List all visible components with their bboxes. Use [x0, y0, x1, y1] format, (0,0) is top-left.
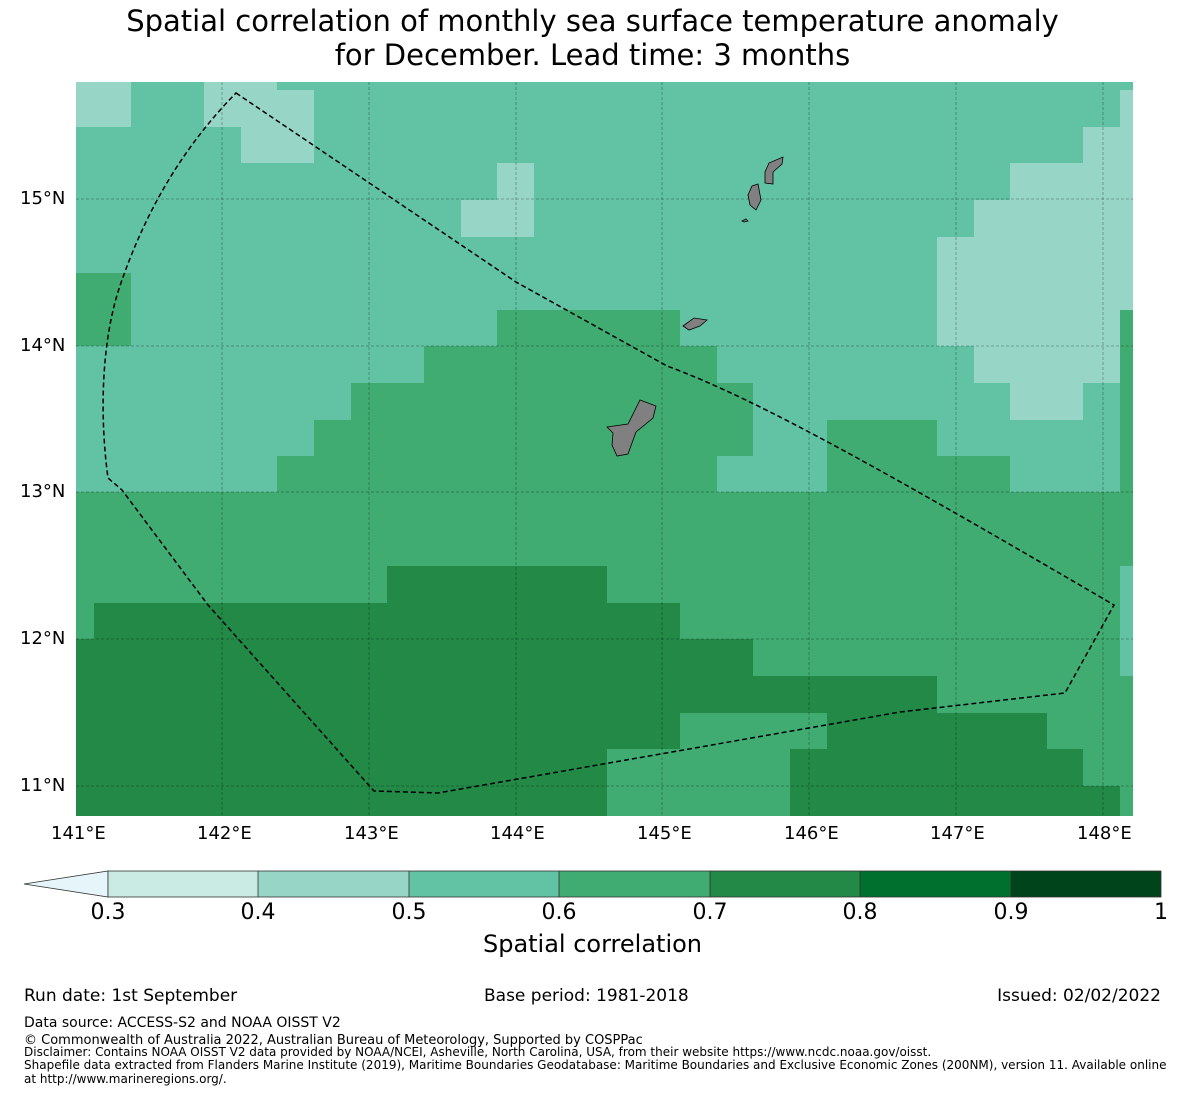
tinian-island — [747, 183, 762, 211]
lat-label-11n: 11°N — [20, 775, 66, 796]
title-line-1: Spatial correlation of monthly sea surfa… — [126, 4, 1059, 38]
map-title: Spatial correlation of monthly sea surfa… — [0, 4, 1185, 72]
lon-label-141e: 141°E — [51, 823, 106, 844]
lon-label-145e: 145°E — [637, 823, 692, 844]
colorbar-tick-0.6: 0.6 — [541, 900, 577, 925]
run-date: Run date: 1st September — [24, 986, 238, 1006]
lat-label-13n: 13°N — [20, 481, 66, 502]
colorbar-tick-0.8: 0.8 — [842, 900, 878, 925]
colorbar-tick-0.5: 0.5 — [391, 900, 427, 925]
colorbar-bin-1 — [108, 871, 258, 897]
colorbar-extend-arrow — [23, 870, 109, 898]
gridlines — [76, 82, 1133, 816]
lon-label-147e: 147°E — [930, 823, 985, 844]
colorbar-tick-0.3: 0.3 — [90, 900, 126, 925]
lat-label-12n: 12°N — [20, 628, 66, 649]
colorbar-bin-3 — [409, 871, 559, 897]
lon-label-143e: 143°E — [344, 823, 399, 844]
lon-label-146e: 146°E — [784, 823, 839, 844]
copyright: © Commonwealth of Australia 2022, Austra… — [24, 1033, 643, 1048]
aguijan-island — [741, 218, 749, 223]
rota-island — [682, 317, 708, 331]
colorbar-label: Spatial correlation — [482, 930, 703, 958]
correlation-field — [76, 82, 1133, 816]
lat-label-14n: 14°N — [20, 335, 66, 356]
guam-island — [606, 399, 657, 457]
colorbar-tick-0.7: 0.7 — [692, 900, 728, 925]
colorbar-bin-7 — [1011, 871, 1161, 897]
islands — [606, 156, 784, 457]
title-line-2: for December. Lead time: 3 months — [334, 38, 851, 72]
shapefile-credit-url: at http://www.marineregions.org/. — [24, 1072, 227, 1086]
lat-label-15n: 15°N — [20, 188, 66, 209]
lon-label-142e: 142°E — [197, 823, 252, 844]
colorbar-bin-6 — [860, 871, 1011, 897]
colorbar-tick-1: 1 — [1154, 900, 1168, 925]
lon-label-148e: 148°E — [1077, 823, 1132, 844]
colorbar-bin-2 — [258, 871, 409, 897]
saipan-island — [764, 156, 784, 185]
base-period: Base period: 1981-2018 — [484, 986, 689, 1006]
disclaimer: Disclaimer: Contains NOAA OISST V2 data … — [24, 1045, 932, 1059]
colorbar-bin-5 — [710, 871, 860, 897]
colorbar-bin-4 — [559, 871, 710, 897]
colorbar-tick-0.9: 0.9 — [993, 900, 1029, 925]
eez-boundary — [102, 92, 1116, 794]
colorbar — [23, 870, 1162, 898]
colorbar-tick-0.4: 0.4 — [240, 900, 276, 925]
shapefile-credit: Shapefile data extracted from Flanders M… — [24, 1058, 1167, 1072]
lon-label-144e: 144°E — [490, 823, 545, 844]
issued-date: Issued: 02/02/2022 — [997, 986, 1161, 1006]
data-source: Data source: ACCESS-S2 and NOAA OISST V2 — [24, 1015, 341, 1031]
